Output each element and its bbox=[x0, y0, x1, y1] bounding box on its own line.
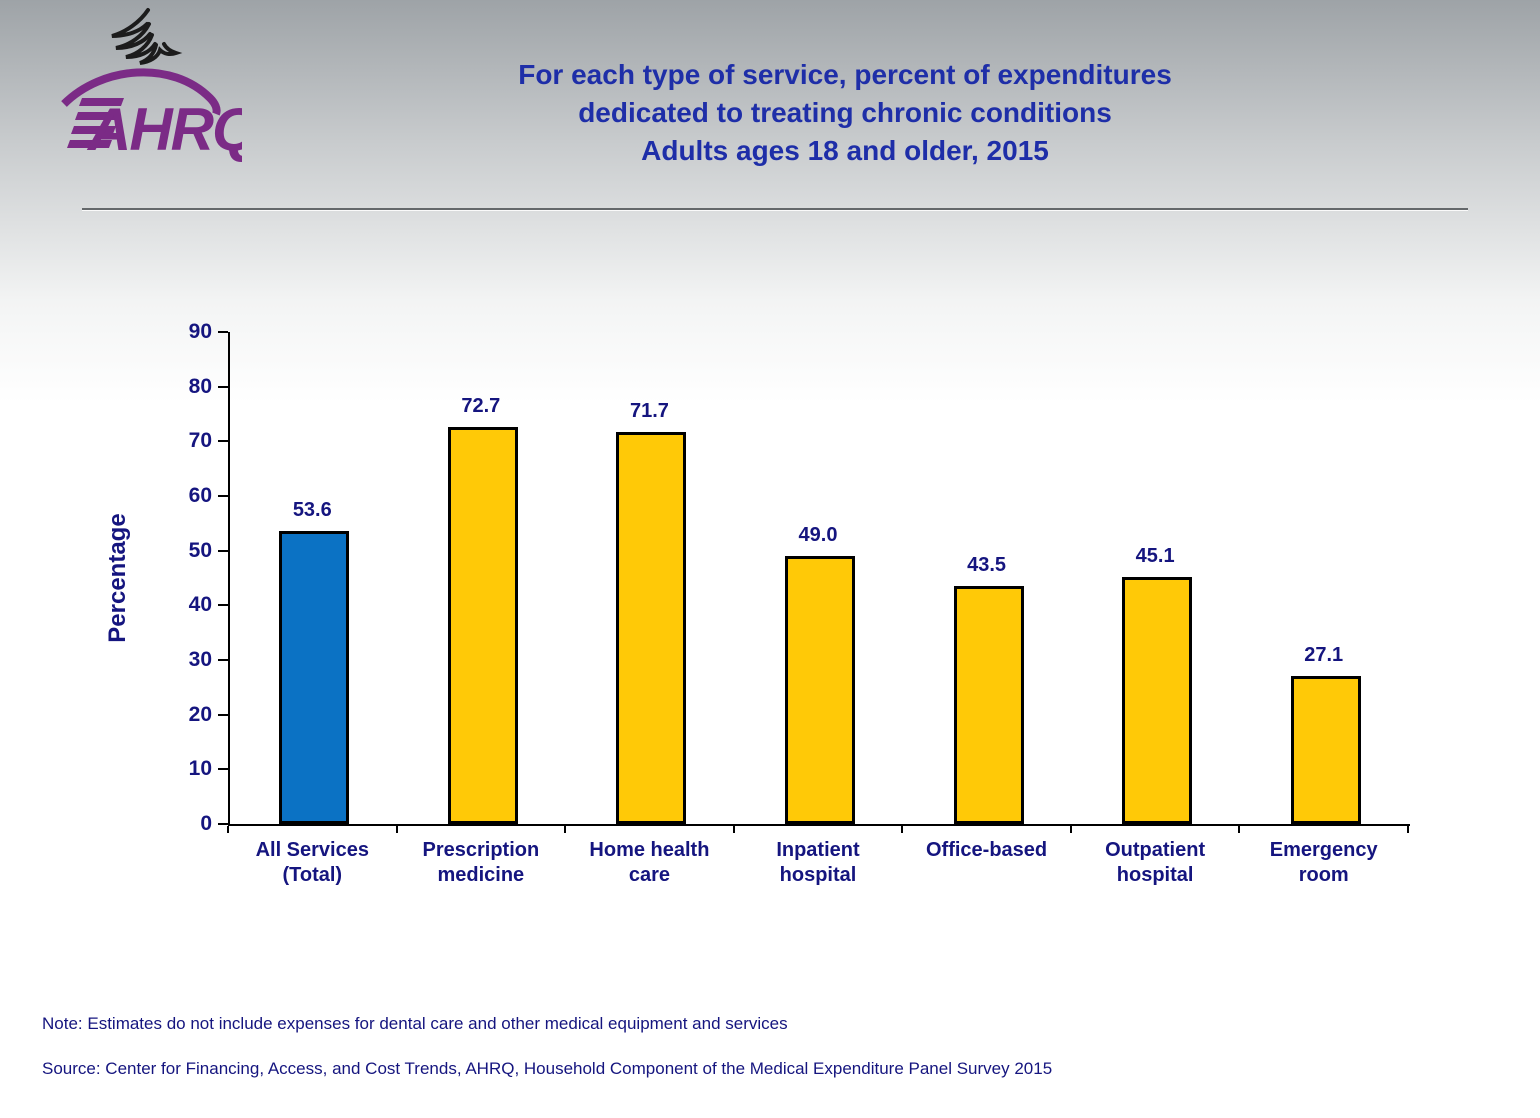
bar-outpatient-hospital bbox=[1122, 577, 1193, 824]
x-tick-mark bbox=[1238, 826, 1241, 833]
y-tick-label: 80 bbox=[188, 374, 212, 398]
x-category-label: Prescription medicine bbox=[422, 839, 540, 886]
source-text: Source: Center for Financing, Access, an… bbox=[42, 1059, 1053, 1078]
y-tick-mark bbox=[218, 549, 228, 552]
y-tick-label: 20 bbox=[188, 702, 212, 726]
y-tick-label: 30 bbox=[188, 648, 212, 671]
y-tick-mark bbox=[218, 385, 228, 388]
y-tick-mark bbox=[218, 713, 228, 716]
bar-value-label: 27.1 bbox=[1304, 643, 1344, 666]
x-tick-mark bbox=[395, 826, 398, 833]
y-tick-mark bbox=[218, 331, 228, 333]
y-tick-label: 50 bbox=[188, 538, 212, 562]
ahrq-logo-text: AHRQ bbox=[86, 96, 242, 162]
bar-value-label: 49.0 bbox=[798, 524, 838, 547]
header-divider bbox=[82, 208, 1468, 210]
y-tick-mark bbox=[218, 440, 228, 443]
x-category-label: Emergency room bbox=[1269, 839, 1378, 886]
x-tick-mark bbox=[227, 826, 229, 833]
x-category-label: Outpatient hospital bbox=[1105, 839, 1206, 886]
bar-office-based bbox=[953, 586, 1024, 824]
x-tick-mark bbox=[901, 826, 904, 833]
bar-value-label: 45.1 bbox=[1135, 545, 1175, 568]
y-tick-label: 10 bbox=[188, 757, 212, 781]
x-category-label: Office-based bbox=[925, 839, 1048, 861]
x-tick-mark bbox=[1407, 826, 1409, 833]
y-tick-mark bbox=[218, 768, 228, 771]
y-tick-label: 40 bbox=[188, 593, 212, 617]
y-tick-mark bbox=[218, 659, 228, 661]
y-tick-label: 0 bbox=[200, 812, 212, 835]
x-tick-mark bbox=[564, 826, 567, 833]
hhs-ahrq-logo-graphic: AHRQ bbox=[61, 8, 260, 163]
y-tick-mark bbox=[218, 604, 228, 607]
y-tick-label: 90 bbox=[188, 320, 212, 343]
y-axis-title: Percentage bbox=[104, 513, 131, 643]
x-tick-mark bbox=[732, 826, 735, 833]
bar-value-label: 43.5 bbox=[967, 554, 1007, 577]
y-tick-label: 60 bbox=[188, 484, 212, 507]
x-tick-mark bbox=[1069, 826, 1072, 833]
bar-prescription-medicine bbox=[447, 426, 518, 824]
y-tick-mark bbox=[218, 495, 228, 497]
x-category-label: All Services (Total) bbox=[255, 839, 369, 886]
note-text: Note: Estimates do not include expenses … bbox=[42, 1014, 788, 1033]
x-category-label: Inpatient hospital bbox=[776, 839, 860, 886]
ahrq-logo: AHRQ bbox=[52, 4, 260, 163]
y-tick-label: 70 bbox=[188, 429, 212, 453]
bar-home-health-care bbox=[616, 432, 687, 824]
bar-value-label: 71.7 bbox=[629, 400, 669, 423]
hhs-eagle-icon bbox=[111, 8, 183, 65]
bar-inpatient-hospital bbox=[785, 556, 855, 824]
x-category-label: Home health care bbox=[589, 839, 710, 886]
bar-all-services-(total) bbox=[279, 531, 350, 824]
y-tick-mark bbox=[218, 823, 228, 825]
ahrq-wordmark: AHRQ bbox=[61, 68, 260, 163]
bar-emergency-room bbox=[1290, 675, 1361, 824]
bar-value-label: 53.6 bbox=[292, 498, 332, 521]
page-title: For each type of service, percent of exp… bbox=[518, 59, 1172, 166]
plot-area bbox=[228, 332, 1410, 826]
bar-value-label: 72.7 bbox=[461, 394, 501, 417]
